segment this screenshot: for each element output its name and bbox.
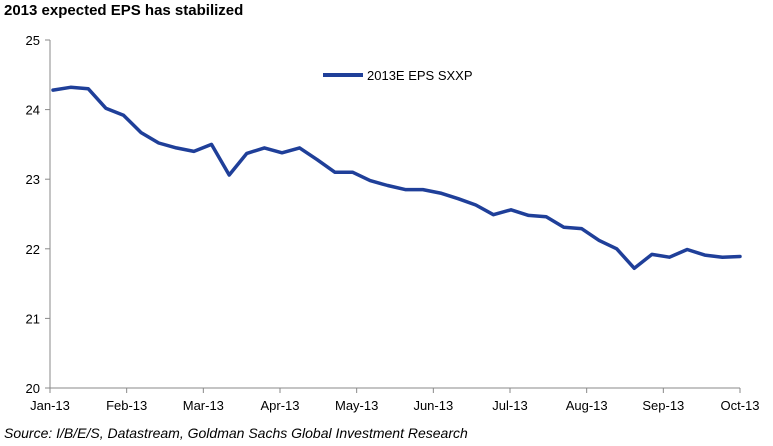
legend-label: 2013E EPS SXXP [367,68,473,83]
x-tick-label: Feb-13 [106,398,147,413]
x-tick-label: Aug-13 [566,398,608,413]
chart-title: 2013 expected EPS has stabilized [4,2,244,19]
y-tick-label: 24 [26,103,40,118]
series-lines [51,85,742,271]
series-line [51,85,742,271]
line-chart: 20 21 22 23 24 25 Jan-13 Feb-13 Mar-13 Apr-13 May… [26,33,760,413]
source-note: Source: I/B/E/S, Datastream, Goldman Sac… [4,425,468,441]
y-tick-label: 22 [26,242,40,257]
x-tick-label: Jan-13 [30,398,70,413]
y-tick-label: 21 [26,311,40,326]
x-tick-label: Apr-13 [260,398,299,413]
x-tick-label: Oct-13 [720,398,759,413]
x-tick-label: Mar-13 [183,398,224,413]
x-tick-label: May-13 [335,398,378,413]
x-tick-label: Sep-13 [642,398,684,413]
y-tick-label: 25 [26,33,40,48]
legend: 2013E EPS SXXP [323,68,473,83]
x-axis-ticks: Jan-13 Feb-13 Mar-13 Apr-13 May-13 Jun-13 Jul-… [30,388,760,413]
x-tick-label: Jul-13 [492,398,527,413]
y-tick-label: 23 [26,172,40,187]
y-tick-label: 20 [26,381,40,396]
chart-axes [49,40,740,389]
y-axis-ticks: 20 21 22 23 24 25 [26,33,50,396]
x-tick-label: Jun-13 [413,398,453,413]
